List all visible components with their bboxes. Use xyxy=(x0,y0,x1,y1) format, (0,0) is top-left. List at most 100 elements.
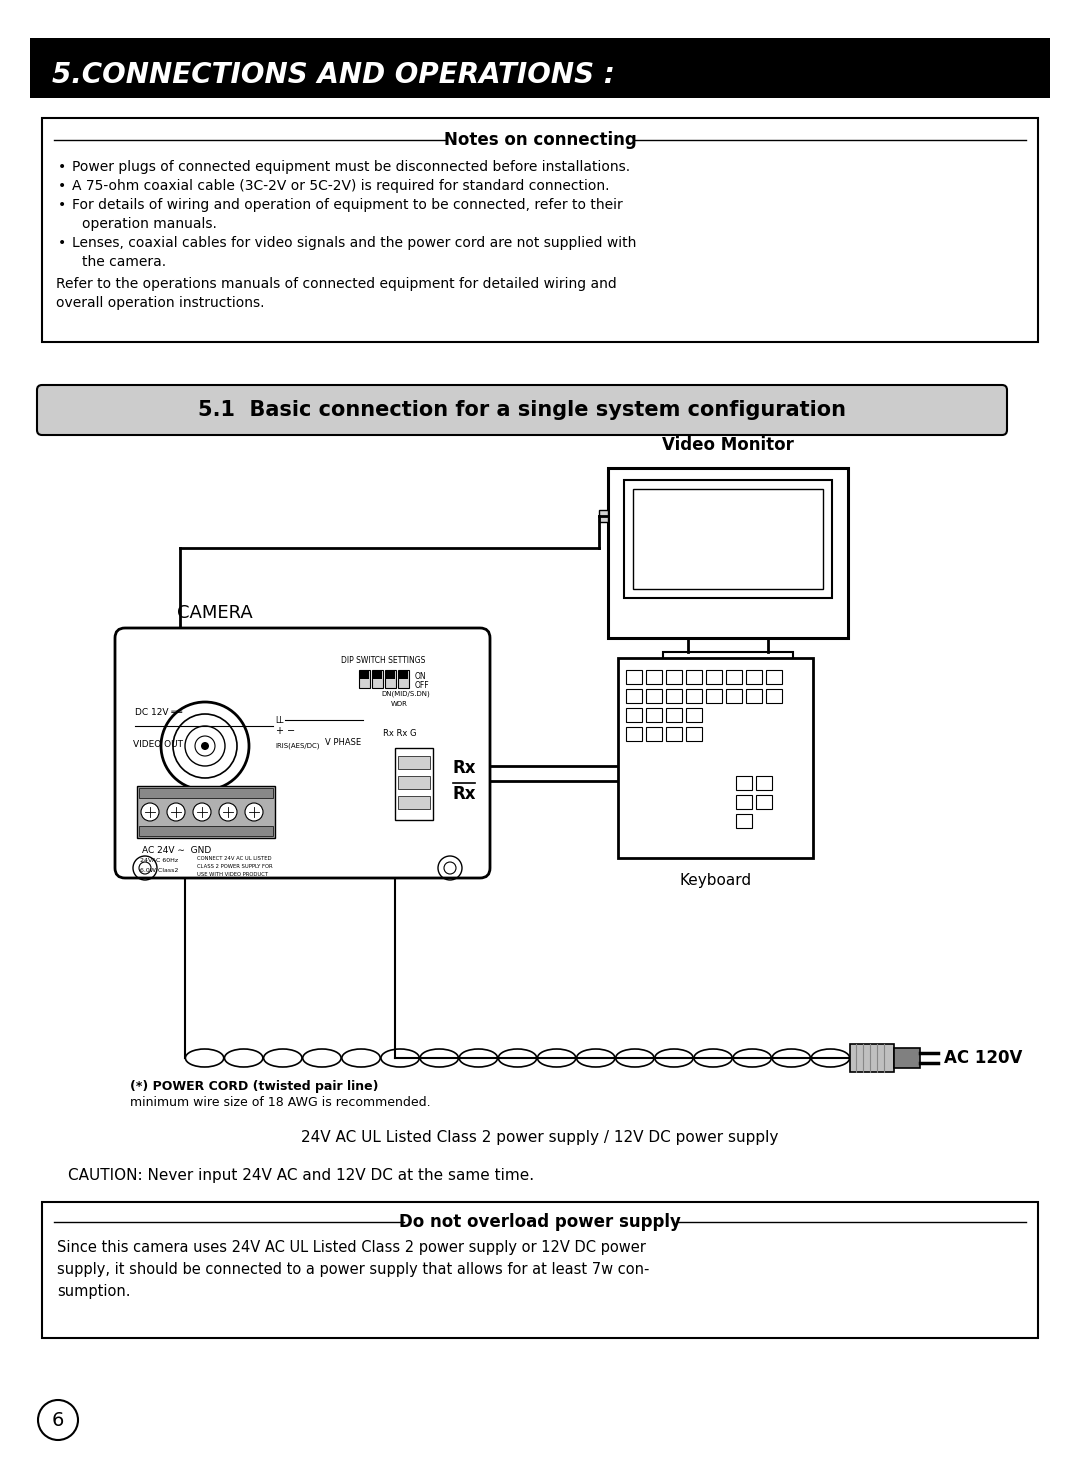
Text: Power plugs of connected equipment must be disconnected before installations.: Power plugs of connected equipment must … xyxy=(72,160,630,174)
Bar xyxy=(746,671,762,684)
Bar xyxy=(666,728,681,741)
Bar xyxy=(766,671,782,684)
Bar xyxy=(626,709,642,722)
Bar xyxy=(756,795,772,809)
FancyBboxPatch shape xyxy=(37,385,1007,434)
Bar xyxy=(746,690,762,703)
Bar xyxy=(756,776,772,790)
Text: USE WITH VIDEO PRODUCT: USE WITH VIDEO PRODUCT xyxy=(197,872,268,878)
Bar xyxy=(706,671,723,684)
Bar xyxy=(686,728,702,741)
Bar xyxy=(137,786,275,838)
Bar xyxy=(735,776,752,790)
Bar xyxy=(608,468,848,639)
Text: overall operation instructions.: overall operation instructions. xyxy=(56,296,265,311)
Text: CLASS 2 POWER SUPPLY FOR: CLASS 2 POWER SUPPLY FOR xyxy=(197,865,272,869)
Bar xyxy=(686,671,702,684)
Text: DIP SWITCH SETTINGS: DIP SWITCH SETTINGS xyxy=(341,656,426,665)
Bar xyxy=(399,671,408,679)
Text: •: • xyxy=(58,160,66,174)
Text: Since this camera uses 24V AC UL Listed Class 2 power supply or 12V DC power: Since this camera uses 24V AC UL Listed … xyxy=(57,1239,646,1255)
Text: Refer to the operations manuals of connected equipment for detailed wiring and: Refer to the operations manuals of conne… xyxy=(56,277,617,292)
Bar xyxy=(633,488,823,589)
Bar xyxy=(30,38,1050,98)
Bar xyxy=(706,690,723,703)
Text: the camera.: the camera. xyxy=(82,255,166,268)
Text: CAUTION: Never input 24V AC and 12V DC at the same time.: CAUTION: Never input 24V AC and 12V DC a… xyxy=(68,1168,535,1182)
Bar xyxy=(686,709,702,722)
Circle shape xyxy=(141,803,159,821)
Text: Keyboard: Keyboard xyxy=(679,873,752,888)
Bar xyxy=(139,827,273,835)
Text: IRIS(AES/DC): IRIS(AES/DC) xyxy=(275,742,320,749)
Text: A 75-ohm coaxial cable (3C-2V or 5C-2V) is required for standard connection.: A 75-ohm coaxial cable (3C-2V or 5C-2V) … xyxy=(72,179,609,192)
Bar xyxy=(626,728,642,741)
Text: minimum wire size of 18 AWG is recommended.: minimum wire size of 18 AWG is recommend… xyxy=(130,1096,431,1110)
Text: Notes on connecting: Notes on connecting xyxy=(444,131,636,149)
Text: AC 24V ∼  GND: AC 24V ∼ GND xyxy=(141,846,212,854)
Bar xyxy=(646,671,662,684)
Bar xyxy=(139,787,273,798)
Text: −: − xyxy=(287,726,295,736)
Text: 6: 6 xyxy=(52,1410,64,1429)
Bar xyxy=(399,796,430,809)
Bar xyxy=(646,709,662,722)
Bar xyxy=(735,795,752,809)
Text: 5.1  Basic connection for a single system configuration: 5.1 Basic connection for a single system… xyxy=(198,399,846,420)
Bar xyxy=(359,671,370,688)
Text: Rx: Rx xyxy=(453,760,476,777)
Text: V PHASE: V PHASE xyxy=(325,738,361,746)
Text: DN(MID/S.DN): DN(MID/S.DN) xyxy=(381,690,430,697)
Bar xyxy=(726,671,742,684)
Text: 5.CONNECTIONS AND OPERATIONS :: 5.CONNECTIONS AND OPERATIONS : xyxy=(52,61,615,89)
Bar xyxy=(372,671,383,688)
Bar xyxy=(42,1201,1038,1338)
Bar xyxy=(666,671,681,684)
Circle shape xyxy=(38,1400,78,1441)
Text: Do not overload power supply: Do not overload power supply xyxy=(400,1213,680,1231)
Text: OFF: OFF xyxy=(415,681,430,690)
Bar xyxy=(666,709,681,722)
Bar xyxy=(626,690,642,703)
Text: VIDEO OUT: VIDEO OUT xyxy=(133,739,183,748)
Text: •: • xyxy=(58,236,66,249)
Circle shape xyxy=(245,803,264,821)
Bar xyxy=(384,671,396,688)
Text: DC 12V ══: DC 12V ══ xyxy=(135,707,183,716)
Bar xyxy=(726,690,742,703)
Text: sumption.: sumption. xyxy=(57,1284,131,1299)
Text: For details of wiring and operation of equipment to be connected, refer to their: For details of wiring and operation of e… xyxy=(72,198,623,211)
Text: supply, it should be connected to a power supply that allows for at least 7w con: supply, it should be connected to a powe… xyxy=(57,1263,649,1277)
Bar xyxy=(850,1044,894,1072)
Text: 6.0W Class2: 6.0W Class2 xyxy=(140,868,178,873)
Bar xyxy=(360,671,369,679)
Text: •: • xyxy=(58,179,66,192)
Text: Rx: Rx xyxy=(453,784,476,803)
Text: WDR: WDR xyxy=(391,701,408,707)
Bar xyxy=(735,814,752,828)
Bar xyxy=(399,757,430,768)
Bar xyxy=(399,671,409,688)
Text: 24V AC UL Listed Class 2 power supply / 12V DC power supply: 24V AC UL Listed Class 2 power supply / … xyxy=(301,1130,779,1145)
Bar xyxy=(624,480,832,598)
Text: AC 120V: AC 120V xyxy=(944,1048,1023,1067)
Text: ON: ON xyxy=(415,672,427,681)
Text: Video Monitor: Video Monitor xyxy=(662,436,794,453)
Circle shape xyxy=(201,742,210,749)
Bar xyxy=(618,658,813,857)
Text: LL: LL xyxy=(275,716,283,725)
FancyBboxPatch shape xyxy=(114,628,490,878)
Circle shape xyxy=(193,803,211,821)
Bar xyxy=(373,671,382,679)
Text: Rx Rx G: Rx Rx G xyxy=(383,729,417,738)
Bar xyxy=(663,652,793,662)
Text: Lenses, coaxial cables for video signals and the power cord are not supplied wit: Lenses, coaxial cables for video signals… xyxy=(72,236,636,249)
Text: CONNECT 24V AC UL LISTED: CONNECT 24V AC UL LISTED xyxy=(197,856,271,862)
Text: (*) POWER CORD (twisted pair line): (*) POWER CORD (twisted pair line) xyxy=(130,1080,378,1094)
Circle shape xyxy=(219,803,237,821)
Bar xyxy=(646,690,662,703)
Bar xyxy=(666,690,681,703)
Bar xyxy=(626,671,642,684)
Circle shape xyxy=(167,803,185,821)
Text: 24VAC 60Hz: 24VAC 60Hz xyxy=(140,857,178,863)
